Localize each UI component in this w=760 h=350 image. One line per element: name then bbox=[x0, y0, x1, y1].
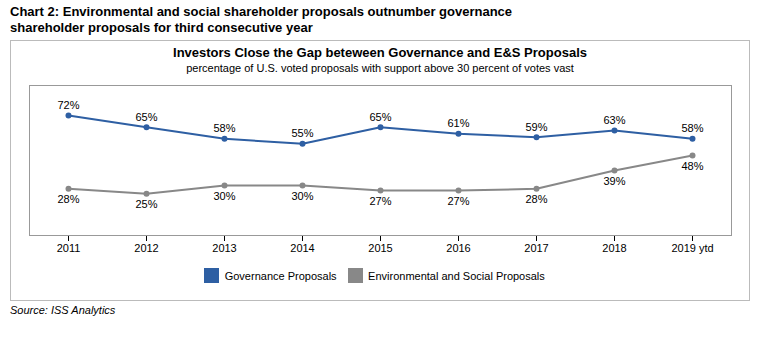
svg-text:39%: 39% bbox=[603, 175, 625, 187]
svg-text:2013: 2013 bbox=[212, 242, 236, 254]
svg-text:59%: 59% bbox=[525, 121, 547, 133]
svg-text:65%: 65% bbox=[369, 111, 391, 123]
svg-text:61%: 61% bbox=[447, 117, 469, 129]
svg-text:30%: 30% bbox=[213, 190, 235, 202]
html-text:Chart 2: Environmental and soc: Chart 2: Environmental and social shareh… bbox=[10, 4, 513, 19]
svg-text:2017: 2017 bbox=[524, 242, 548, 254]
svg-text:55%: 55% bbox=[291, 127, 313, 139]
html-text:Governance Proposals: Governance Proposals bbox=[224, 269, 337, 282]
html-text:Environmental and Social Propo: Environmental and Social Proposals bbox=[368, 269, 545, 282]
svg-text:58%: 58% bbox=[681, 122, 703, 134]
html-text:shareholder proposals for thir: shareholder proposals for third consecut… bbox=[10, 20, 313, 35]
svg-text:2014: 2014 bbox=[290, 242, 314, 254]
svg-text:58%: 58% bbox=[213, 122, 235, 134]
svg-text:27%: 27% bbox=[447, 195, 469, 207]
html-text:percentage of U.S. voted propo: percentage of U.S. voted proposals with … bbox=[186, 62, 574, 74]
html-text:Source: ISS Analytics: Source: ISS Analytics bbox=[10, 303, 116, 316]
svg-text:25%: 25% bbox=[135, 198, 157, 210]
svg-text:72%: 72% bbox=[57, 99, 79, 111]
svg-text:2019 ytd: 2019 ytd bbox=[671, 242, 713, 254]
svg-text:2015: 2015 bbox=[368, 242, 392, 254]
svg-text:65%: 65% bbox=[135, 111, 157, 123]
svg-text:30%: 30% bbox=[291, 190, 313, 202]
svg-text:2016: 2016 bbox=[446, 242, 470, 254]
svg-text:63%: 63% bbox=[603, 114, 625, 126]
svg-text:2018: 2018 bbox=[602, 242, 626, 254]
svg-text:2012: 2012 bbox=[134, 242, 158, 254]
svg-text:28%: 28% bbox=[525, 193, 547, 205]
svg-text:2011: 2011 bbox=[57, 242, 81, 254]
svg-text:27%: 27% bbox=[369, 195, 391, 207]
html-text:Investors Close the Gap betewe: Investors Close the Gap beteween Governa… bbox=[173, 45, 587, 60]
svg-text:28%: 28% bbox=[57, 193, 79, 205]
svg-text:48%: 48% bbox=[681, 160, 703, 172]
